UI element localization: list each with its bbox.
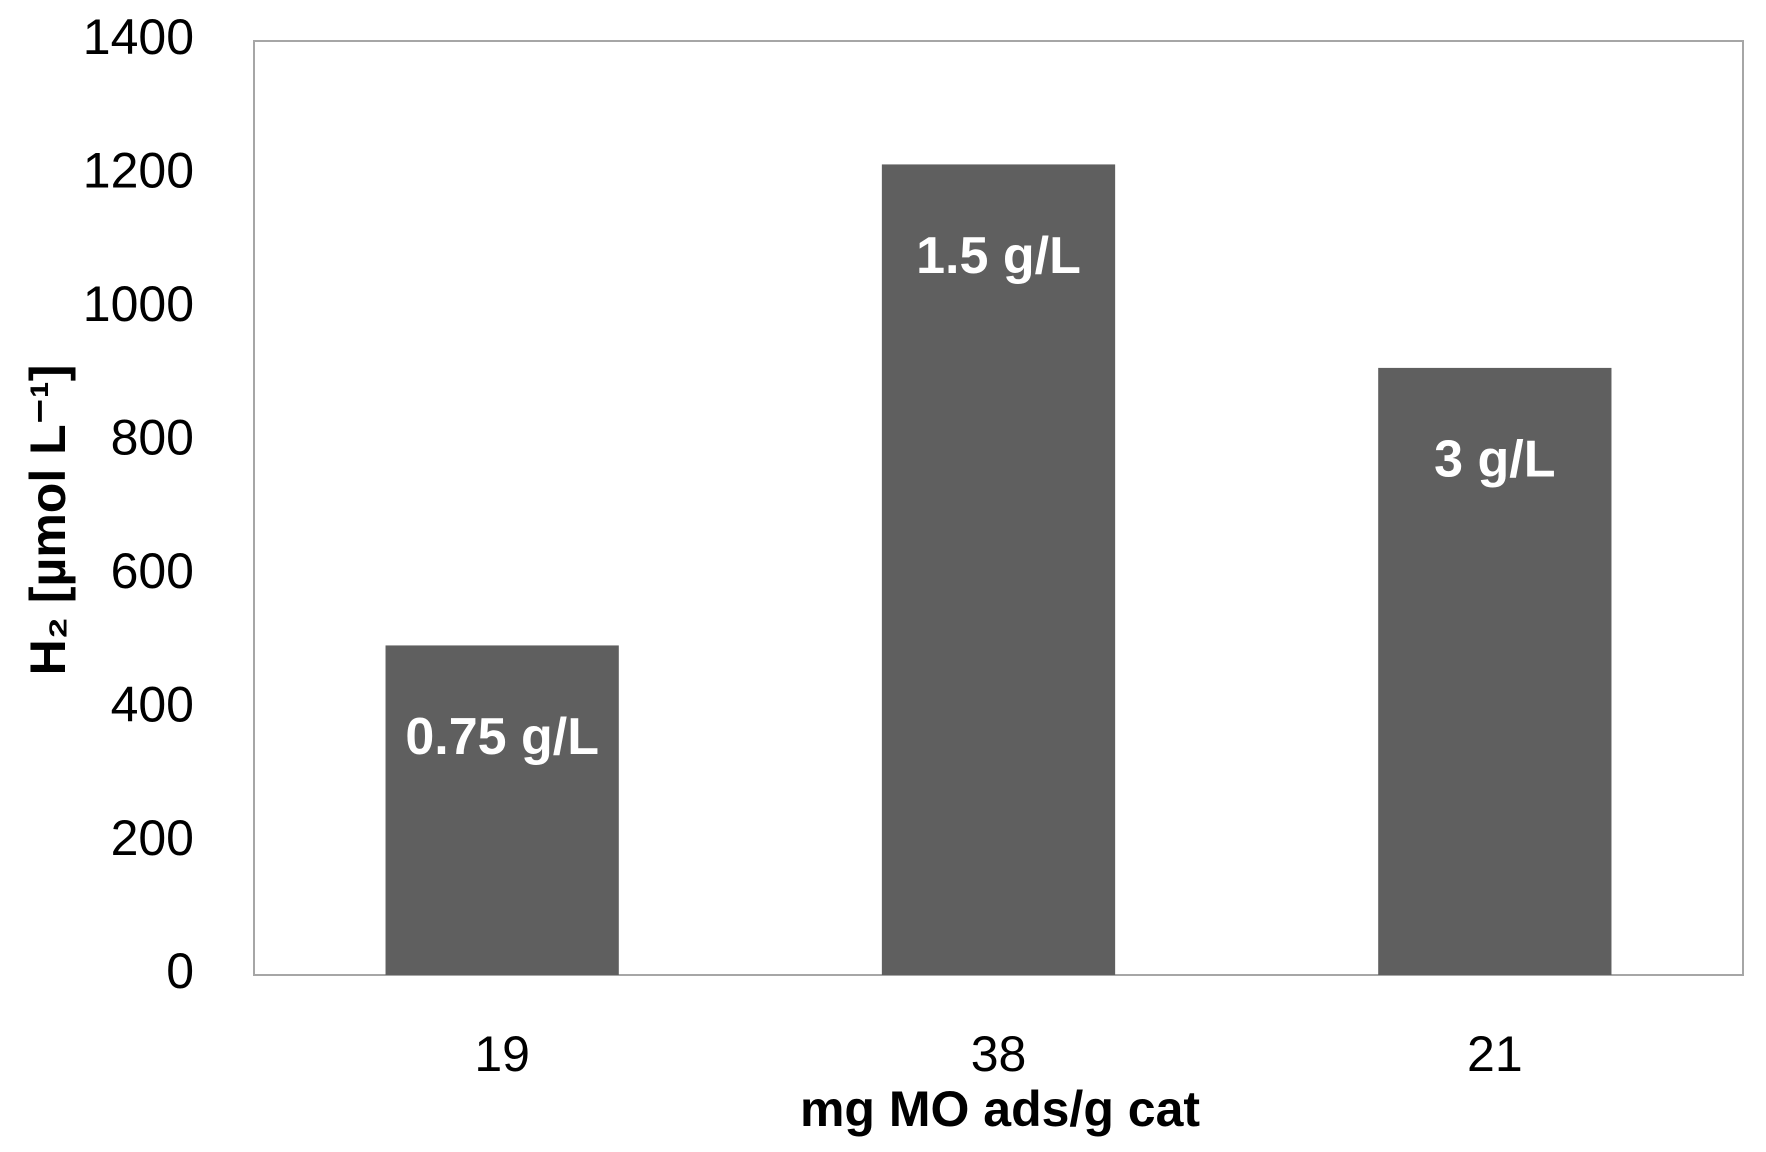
bar-annotation: 1.5 g/L (916, 227, 1081, 285)
y-tick-label: 1000 (83, 276, 194, 332)
y-tick-label: 1400 (83, 9, 194, 65)
bar (881, 164, 1116, 975)
x-tick-label: 21 (1467, 1026, 1523, 1082)
y-tick-label: 600 (111, 543, 194, 599)
y-tick-label: 0 (166, 943, 194, 999)
bar-annotation: 0.75 g/L (405, 708, 599, 766)
bar (1378, 367, 1612, 975)
y-tick-label: 200 (111, 810, 194, 866)
y-tick-label: 800 (111, 409, 194, 465)
y-axis-title: H₂ [µmol L⁻¹] (20, 365, 76, 676)
bar-annotation: 3 g/L (1434, 431, 1555, 489)
y-tick-label: 400 (111, 676, 194, 732)
bar (385, 645, 619, 975)
y-tick-label: 1200 (83, 143, 194, 199)
x-axis-title: mg MO ads/g cat (800, 1081, 1200, 1137)
x-tick-label: 38 (971, 1026, 1027, 1082)
x-tick-label: 19 (474, 1026, 530, 1082)
